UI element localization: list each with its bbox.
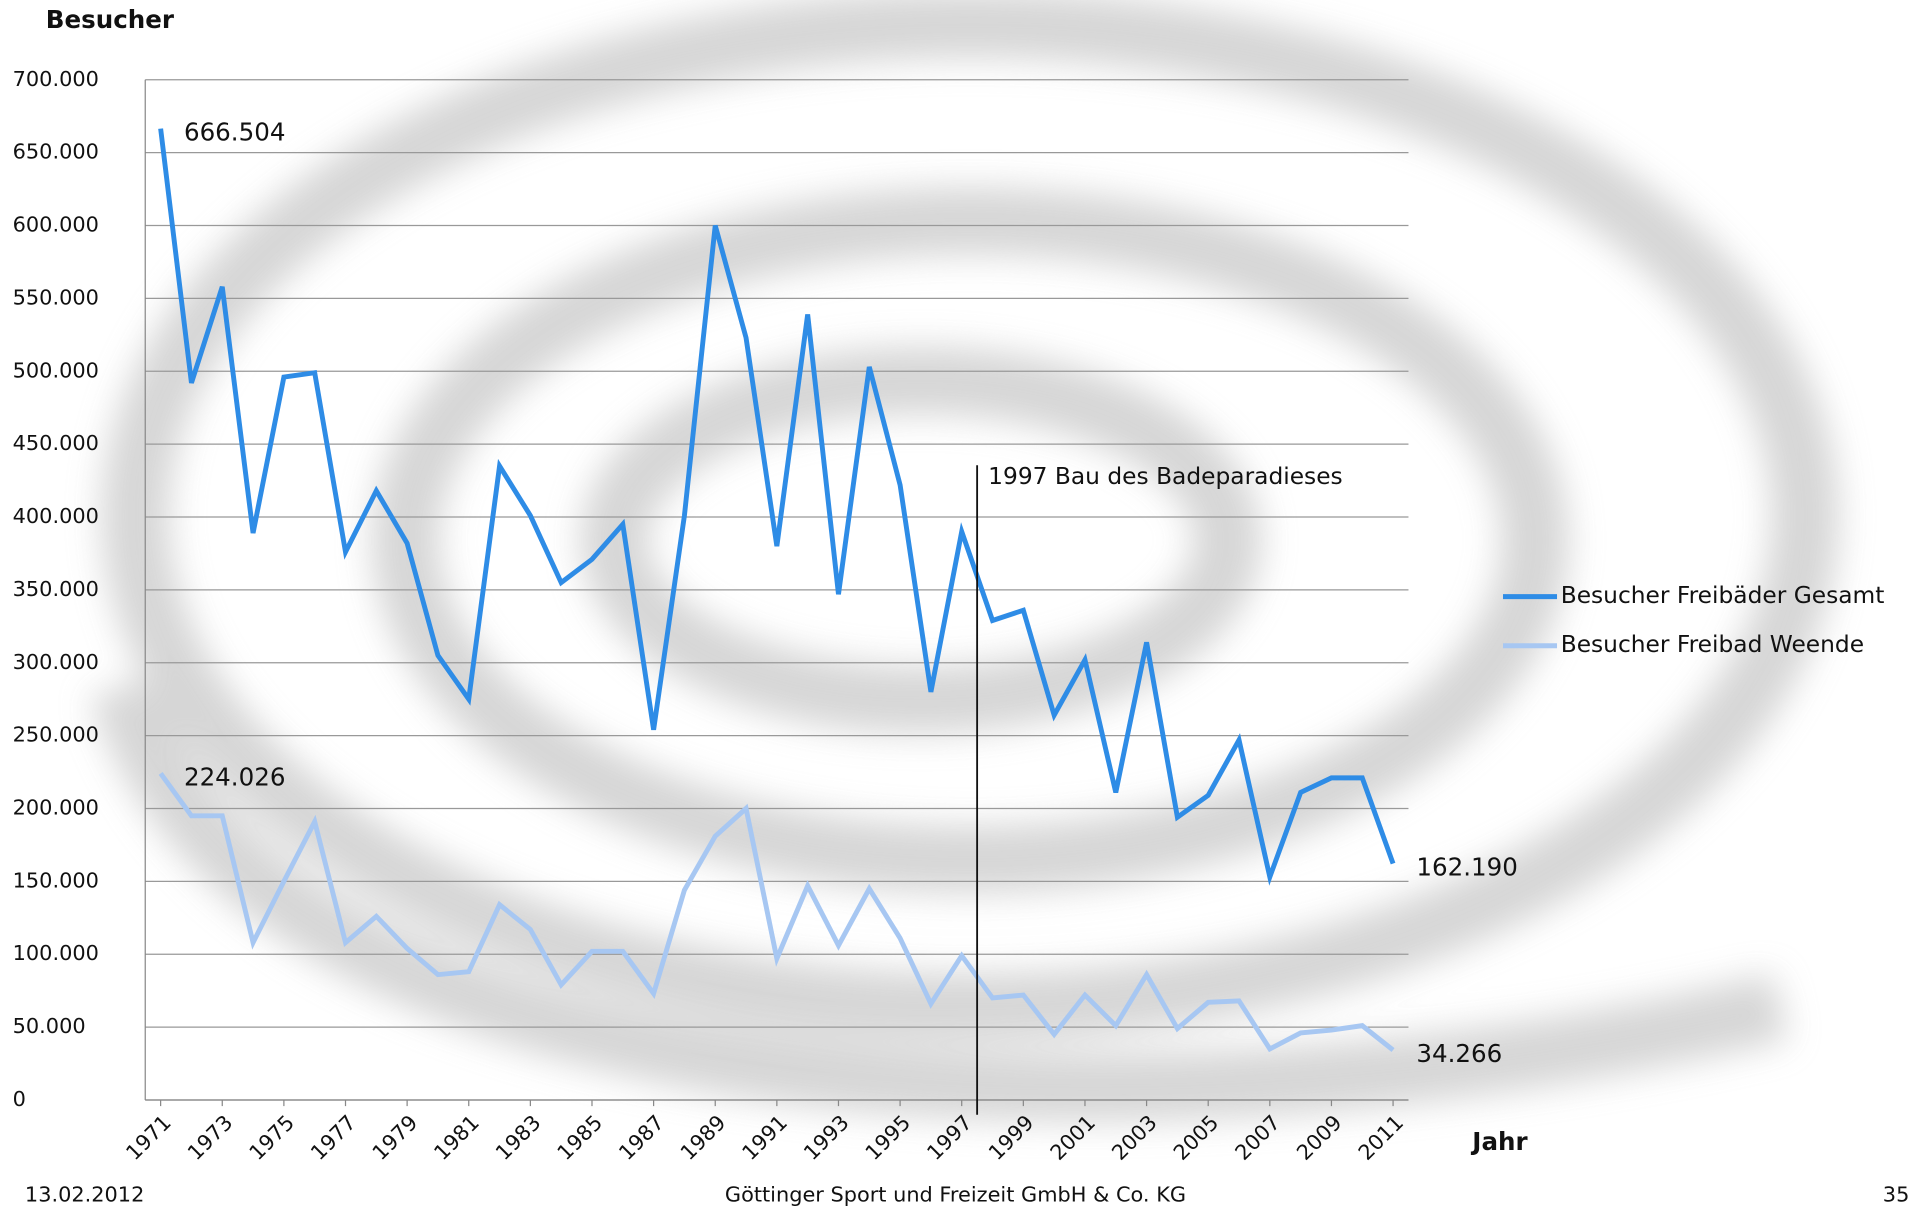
- x-tick-label: 1985: [553, 1110, 608, 1165]
- y-tick-label: 650.000: [13, 140, 99, 164]
- x-tick-label: 1981: [429, 1110, 484, 1165]
- value-label: 162.190: [1416, 853, 1518, 882]
- x-tick-label: 1983: [491, 1110, 546, 1165]
- background-swirl: [90, 0, 1839, 1122]
- x-tick-label: 1971: [121, 1110, 176, 1165]
- y-axis-title: Besucher: [46, 5, 175, 34]
- x-axis-title: Jahr: [1470, 1127, 1528, 1156]
- x-tick-label: 1977: [306, 1110, 361, 1165]
- x-tick-label: 2009: [1292, 1110, 1347, 1165]
- annotation-label: 1997 Bau des Badeparadieses: [988, 463, 1343, 490]
- y-tick-label: 700.000: [13, 67, 99, 91]
- value-label: 34.266: [1416, 1039, 1502, 1068]
- x-tick-label: 1975: [245, 1110, 300, 1165]
- value-label: 224.026: [184, 762, 286, 791]
- legend-label: Besucher Freibad Weende: [1561, 631, 1864, 658]
- y-tick-label: 350.000: [13, 577, 99, 601]
- x-tick-label: 1993: [799, 1110, 854, 1165]
- y-tick-label: 500.000: [13, 358, 99, 382]
- series-line: [158, 128, 1396, 886]
- y-tick-label: 0: [13, 1087, 26, 1111]
- x-tick-label: 2007: [1230, 1110, 1285, 1165]
- y-tick-label: 300.000: [13, 650, 99, 674]
- footer-page: 35: [1883, 1183, 1910, 1207]
- value-label: 666.504: [184, 118, 286, 147]
- footer-date: 13.02.2012: [25, 1183, 144, 1207]
- y-tick-label: 200.000: [13, 795, 99, 819]
- y-tick-label: 250.000: [13, 723, 99, 747]
- y-tick-label: 550.000: [13, 285, 99, 309]
- series-line: [158, 772, 1395, 1053]
- x-tick-label: 1973: [183, 1110, 238, 1165]
- y-tick-label: 100.000: [13, 941, 99, 965]
- footer-company: Göttinger Sport und Freizeit GmbH & Co. …: [725, 1183, 1186, 1207]
- x-tick-label: 1987: [614, 1110, 669, 1165]
- x-tick-label: 1989: [676, 1110, 731, 1165]
- x-tick-label: 1995: [861, 1110, 916, 1165]
- y-tick-label: 600.000: [13, 213, 99, 237]
- y-tick-label: 450.000: [13, 431, 99, 455]
- x-tick-label: 2011: [1354, 1110, 1409, 1165]
- legend-label: Besucher Freibäder Gesamt: [1561, 582, 1885, 609]
- y-tick-label: 50.000: [13, 1014, 86, 1038]
- y-tick-label: 150.000: [13, 868, 99, 892]
- x-tick-label: 1991: [737, 1110, 792, 1165]
- y-tick-label: 400.000: [13, 504, 99, 528]
- x-tick-label: 1979: [368, 1110, 423, 1165]
